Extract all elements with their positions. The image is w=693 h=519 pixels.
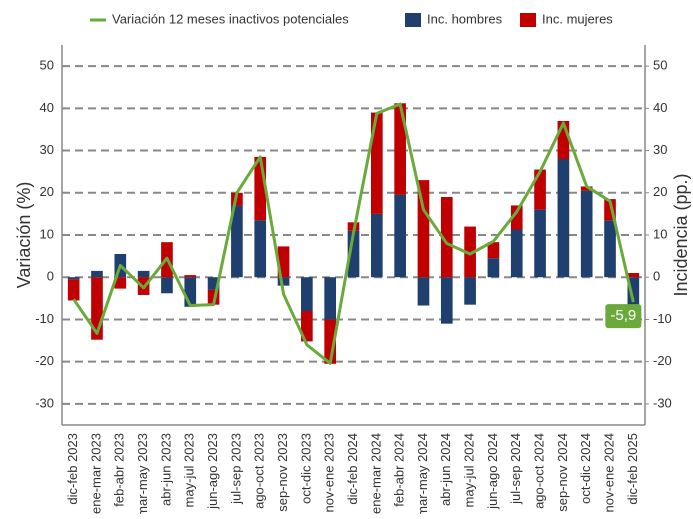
legend-label: Variación 12 meses inactivos potenciales: [112, 11, 349, 26]
y-tick-label: -30: [35, 395, 54, 410]
x-tick-label: dic-feb 2025: [625, 433, 640, 505]
x-tick-label: may-jul 2024: [462, 433, 477, 507]
x-tick-label: abr-jun 2023: [158, 433, 173, 506]
bar: [440, 277, 453, 324]
y-tick-label: 50: [40, 58, 54, 73]
y-tick-label: 30: [40, 142, 54, 157]
y2-tick-label: 30: [653, 142, 667, 157]
value-label: -5,9: [610, 307, 636, 324]
bar: [347, 230, 360, 278]
x-tick-label: nov-ene 2023: [322, 433, 337, 513]
y-tick-label: 20: [40, 184, 54, 199]
y2-axis-label: Incidencia (pp.): [671, 173, 691, 296]
bar: [254, 220, 267, 278]
x-tick-label: ene-mar 2023: [88, 433, 103, 514]
bar: [487, 242, 500, 259]
x-tick-label: sep-nov 2023: [275, 433, 290, 512]
legend-label: Inc. hombres: [427, 11, 503, 26]
bar: [627, 273, 640, 278]
x-tick-label: jul-sep 2024: [508, 433, 523, 505]
bar: [580, 186, 593, 191]
bar: [557, 159, 570, 278]
legend-swatch: [405, 13, 421, 27]
x-tick-label: mar-may 2023: [135, 433, 150, 514]
line: [72, 102, 635, 365]
x-tick-label: nov-ene 2024: [601, 433, 616, 513]
bar: [301, 311, 313, 342]
bar: [207, 289, 220, 305]
bar: [67, 279, 80, 301]
bar: [534, 209, 546, 278]
x-tick-label: oct-dic 2023: [298, 433, 313, 504]
annotation-box: [605, 304, 642, 329]
bar: [277, 246, 290, 278]
bar: [604, 220, 616, 278]
bar: [324, 319, 337, 364]
bar: [324, 277, 337, 320]
bar: [510, 229, 523, 278]
x-tick-label: ago-oct 2024: [531, 433, 546, 509]
bar: [557, 121, 570, 159]
y2-tick-label: 50: [653, 58, 667, 73]
legend-label: Inc. mujeres: [542, 11, 613, 26]
bar: [534, 169, 546, 210]
x-tick-label: dic-feb 2023: [65, 433, 80, 505]
bar: [254, 156, 267, 221]
y2-tick-label: 0: [653, 269, 660, 284]
x-tick-label: feb-abr 2024: [392, 433, 407, 507]
bar: [370, 213, 383, 278]
x-tick-label: sep-nov 2024: [555, 433, 570, 512]
y-tick-label: -20: [35, 353, 54, 368]
bar: [301, 277, 313, 311]
x-tick-label: dic-feb 2024: [345, 433, 360, 505]
y-tick-label: -10: [35, 311, 54, 326]
x-tick-label: jun-ago 2023: [205, 433, 220, 510]
bar: [580, 190, 593, 278]
bar: [184, 277, 197, 307]
bar: [394, 103, 406, 195]
bar: [277, 277, 290, 286]
x-tick-label: may-jul 2023: [182, 433, 197, 507]
legend-swatch: [520, 13, 536, 27]
bar: [184, 275, 197, 278]
bar: [487, 258, 500, 278]
bar: [207, 277, 220, 290]
bar: [627, 277, 640, 307]
bar: [91, 270, 103, 278]
x-tick-label: feb-abr 2023: [112, 433, 127, 507]
bar: [417, 180, 430, 278]
bar: [510, 205, 523, 230]
x-tick-label: oct-dic 2024: [578, 433, 593, 504]
x-tick-label: ago-oct 2023: [252, 433, 267, 509]
y2-tick-label: 20: [653, 184, 667, 199]
y-tick-label: 10: [40, 226, 54, 241]
y2-tick-label: -30: [653, 395, 672, 410]
y2-tick-label: -20: [653, 353, 672, 368]
bar: [231, 205, 243, 278]
bar: [464, 226, 476, 278]
bar: [440, 197, 453, 278]
bar: [417, 277, 430, 306]
y-axis-label: Variación (%): [14, 182, 34, 289]
bar: [464, 277, 476, 305]
y2-tick-label: 40: [653, 100, 667, 115]
bar: [91, 277, 103, 340]
y-tick-label: 40: [40, 100, 54, 115]
y2-tick-label: -10: [653, 311, 672, 326]
bar: [161, 277, 173, 294]
bar: [67, 277, 80, 280]
bar: [114, 277, 127, 289]
y-tick-label: 0: [47, 269, 54, 284]
bar: [370, 112, 383, 214]
y2-tick-label: 10: [653, 226, 667, 241]
x-tick-label: abr-jun 2024: [438, 433, 453, 506]
bar: [137, 270, 150, 278]
x-tick-label: ene-mar 2024: [368, 433, 383, 514]
x-tick-label: jun-ago 2024: [485, 433, 500, 510]
bar: [604, 199, 616, 221]
bar: [394, 194, 406, 278]
x-tick-label: jul-sep 2023: [228, 433, 243, 505]
x-tick-label: mar-may 2024: [415, 433, 430, 514]
